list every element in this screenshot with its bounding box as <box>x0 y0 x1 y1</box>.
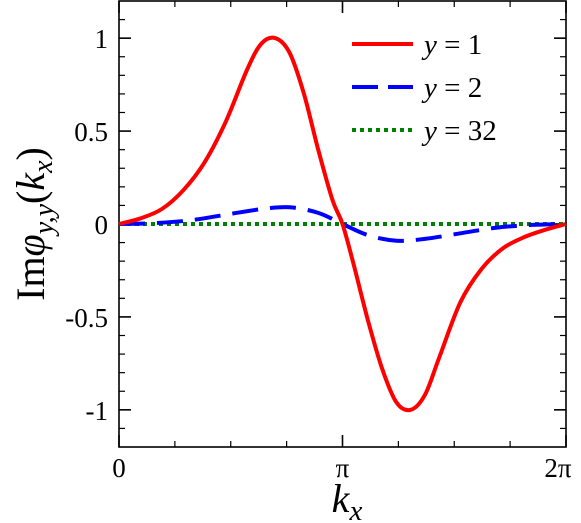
y-tick-label: 0.5 <box>74 117 108 147</box>
y-tick-label: -0.5 <box>65 303 108 333</box>
tick-labels: 10.50-0.5-10 π 2π <box>65 24 572 483</box>
series-line-2 <box>118 205 567 243</box>
legend-label-2: y = 2 <box>421 72 482 104</box>
legend-label-3: y = 32 <box>421 115 497 147</box>
legend: y = 1 y = 2 y = 32 <box>352 29 497 147</box>
series-line-1 <box>118 35 567 413</box>
y-tick-label: 0 <box>95 210 109 240</box>
y-tick-label: 1 <box>95 24 109 54</box>
x-tick-label: 0 <box>112 453 126 483</box>
y-axis-title: Imφy,y(kx) <box>8 147 60 301</box>
x-tick-label: π <box>336 453 350 483</box>
x-axis-title: kx <box>332 476 363 523</box>
major-ticks <box>118 1 567 447</box>
series-lines <box>118 35 567 413</box>
legend-label-1: y = 1 <box>421 29 482 61</box>
y-tick-label: -1 <box>86 396 109 426</box>
minor-ticks <box>119 1 566 447</box>
x-tick-label: 2π <box>544 453 572 483</box>
